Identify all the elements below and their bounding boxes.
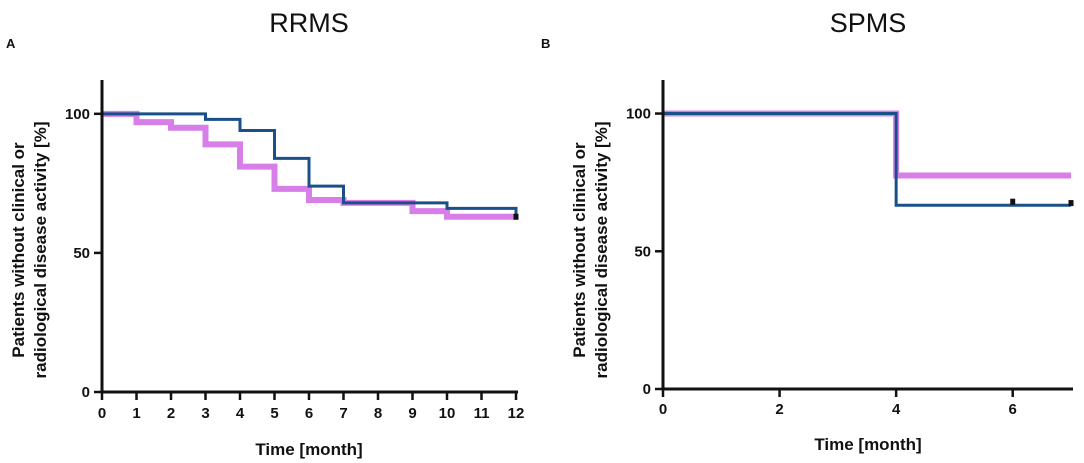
x-tick-label: 9	[408, 405, 416, 422]
panel-letter: B	[541, 36, 550, 51]
x-tick-label: 0	[98, 405, 106, 422]
x-tick-label: 0	[659, 401, 667, 418]
y-tick-label: 50	[73, 245, 90, 262]
y-axis-label-line-2: radiological disease activity [%]	[592, 122, 611, 379]
x-tick-label: 4	[236, 405, 245, 422]
x-tick-label: 11	[474, 405, 490, 422]
y-axis-label: Patients without clinical or radiologica…	[9, 122, 50, 379]
series-line-2	[663, 112, 1071, 207]
x-tick-label: 6	[305, 405, 313, 422]
series-line-2	[102, 112, 518, 217]
y-axis-label-line-2: radiological disease activity [%]	[31, 122, 50, 379]
x-tick-label: 6	[1009, 401, 1017, 418]
chart-title: RRMS	[269, 8, 349, 38]
x-axis-label: Time [month]	[255, 440, 362, 459]
x-tick-label: 5	[270, 405, 278, 422]
y-tick-label: 0	[643, 381, 651, 398]
chart-title: SPMS	[830, 8, 907, 38]
y-tick-label: 50	[634, 243, 651, 260]
y-axis-label-line-1: Patients without clinical or	[9, 142, 28, 358]
censor-mark	[1010, 198, 1016, 205]
x-axis-label: Time [month]	[814, 435, 921, 454]
series-line-1	[663, 110, 1071, 179]
x-tick-label: 3	[201, 405, 209, 422]
x-tick-label: 2	[167, 405, 175, 422]
panel-rrms: A RRMS Patients without clinical or radi…	[6, 8, 524, 459]
y-axis-label: Patients without clinical or radiologica…	[570, 122, 611, 379]
censor-mark	[513, 213, 519, 220]
x-tick-label: 8	[374, 405, 382, 422]
series-line-1	[102, 110, 516, 220]
panel-spms: B SPMS Patients without clinical or radi…	[541, 8, 1074, 454]
y-tick-label: 0	[82, 384, 90, 401]
panel-letter: A	[6, 36, 16, 51]
x-tick-label: 4	[892, 401, 901, 418]
censor-mark	[1068, 200, 1074, 207]
plot-area: 0 2 4 6 0 50 100	[626, 80, 1074, 418]
x-tick-label: 12	[508, 405, 525, 422]
y-tick-label: 100	[626, 106, 651, 123]
x-tick-label: 1	[132, 405, 140, 422]
y-axis-label-line-1: Patients without clinical or	[570, 142, 589, 358]
x-tick-label: 2	[775, 401, 783, 418]
y-tick-label: 100	[65, 106, 90, 123]
x-tick-label: 10	[439, 405, 456, 422]
x-tick-label: 7	[339, 405, 347, 422]
